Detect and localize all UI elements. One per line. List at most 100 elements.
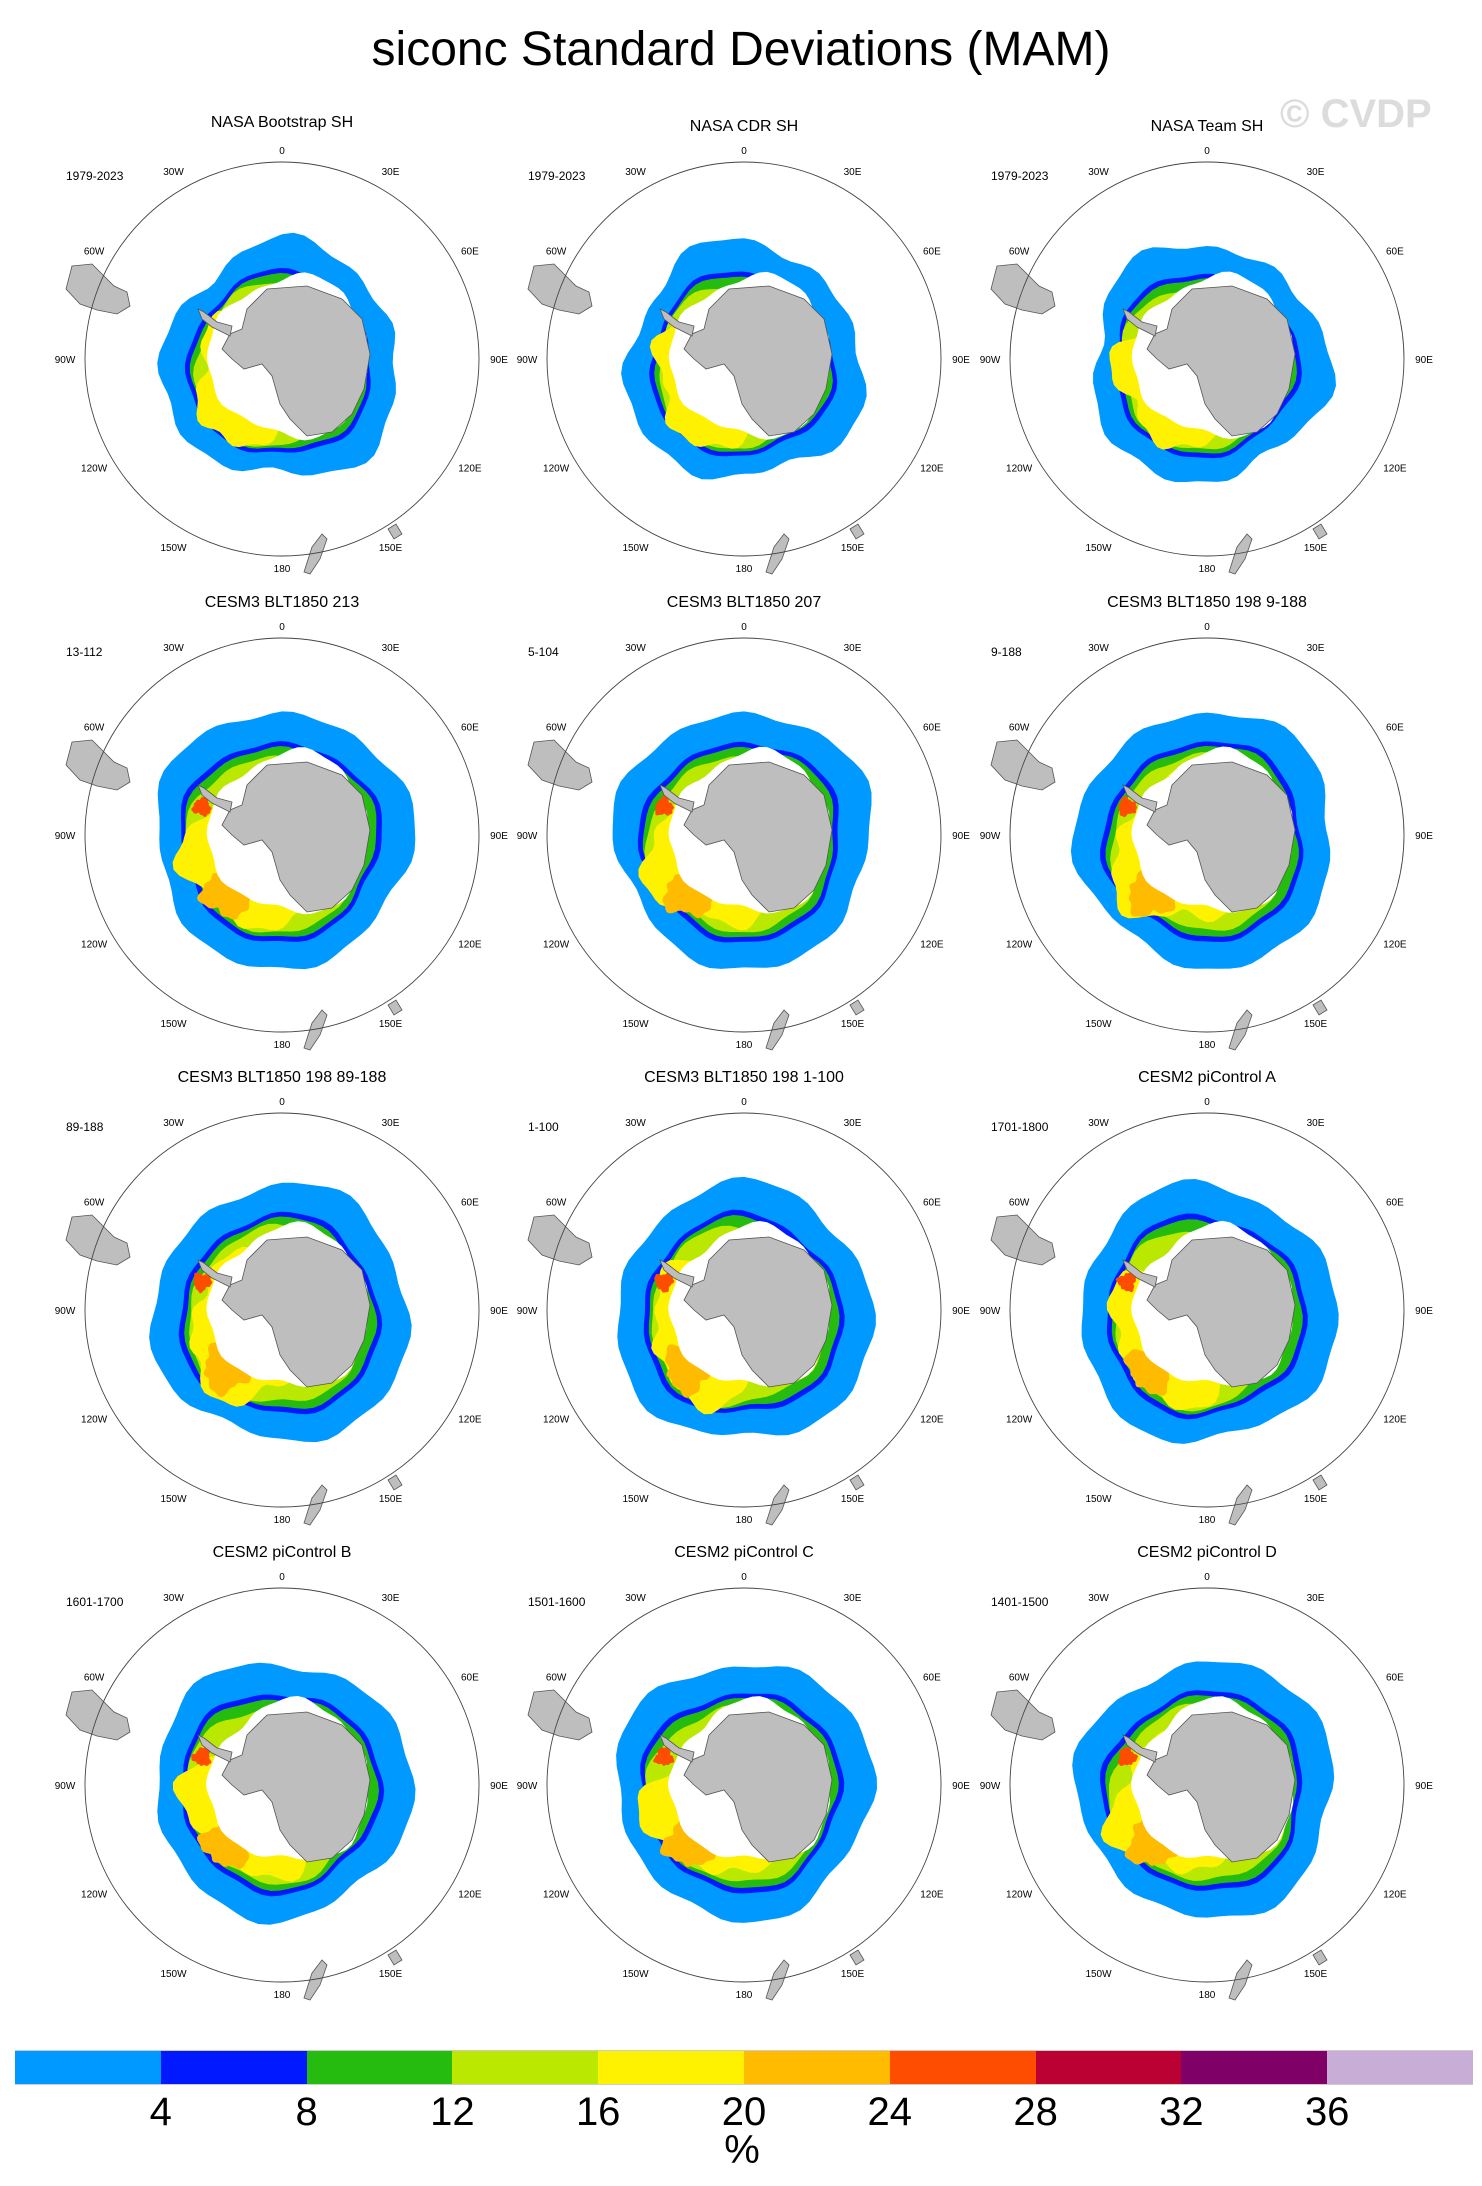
cvdp-watermark: © CVDP: [1280, 92, 1432, 136]
ice-std-28-band: [1115, 1272, 1136, 1293]
longitude-label: 150E: [1304, 1969, 1328, 1980]
longitude-label: 180: [274, 564, 291, 575]
new-zealand: [1228, 1484, 1253, 1526]
map-panel: 0 30E 60E 90E 120E 150E 180 150W 120W 90W 60W 30W NA…: [514, 114, 974, 604]
longitude-label: 150E: [841, 543, 865, 554]
longitude-label: 120E: [1383, 1890, 1407, 1901]
longitude-label: 0: [741, 1097, 747, 1108]
antarctic-peninsula: [197, 308, 233, 337]
longitude-label: 30E: [382, 643, 400, 654]
longitude-label: 60E: [461, 1673, 479, 1684]
longitude-label: 60E: [461, 247, 479, 258]
map-panel: 0 30E 60E 90E 120E 150E 180 150W 120W 90W 60W 30W CE…: [977, 590, 1437, 1080]
colorbar-tick-label: 32: [1159, 2090, 1204, 2134]
tasmania: [387, 1949, 403, 1966]
polar-map: 0 30E 60E 90E 120E 150E 180 150W 120W 90W 60W 30W: [55, 1572, 509, 2001]
longitude-label: 180: [736, 1515, 753, 1526]
longitude-label: 30W: [625, 1593, 646, 1604]
map-panel: 0 30E 60E 90E 120E 150E 180 150W 120W 90W 60W 30W NA…: [977, 114, 1437, 604]
new-zealand: [765, 533, 790, 575]
longitude-label: 150E: [379, 1969, 403, 1980]
longitude-label: 60E: [1386, 1198, 1404, 1209]
ice-std-28-band: [654, 795, 675, 816]
longitude-label: 30W: [1088, 643, 1109, 654]
antarctica-continent: [221, 1236, 371, 1388]
longitude-label: 120E: [458, 1415, 482, 1426]
colorbar-swatch: [598, 2051, 744, 2084]
panel-title: CESM3 BLT1850 213: [204, 594, 360, 611]
colorbar-swatch: [452, 2051, 599, 2084]
tasmania: [1312, 1949, 1328, 1966]
longitude-label: 0: [279, 1572, 285, 1583]
antarctic-peninsula: [659, 308, 695, 337]
longitude-label: 60W: [546, 247, 567, 258]
longitude-label: 60W: [546, 723, 567, 734]
antarctic-peninsula: [197, 784, 233, 813]
longitude-label: 0: [1204, 622, 1210, 633]
longitude-label: 90W: [55, 355, 76, 366]
longitude-label: 150E: [379, 1019, 403, 1030]
longitude-label: 150W: [622, 1019, 649, 1030]
longitude-label: 60W: [1009, 1198, 1030, 1209]
longitude-label: 0: [279, 1097, 285, 1108]
panel-title: CESM2 piControl D: [1137, 1544, 1277, 1561]
antarctic-peninsula: [197, 1259, 233, 1288]
ice-std-24-band: [1128, 862, 1179, 917]
longitude-label: 150W: [622, 1969, 649, 1980]
longitude-label: 90W: [517, 831, 538, 842]
map-boundary-circle: [84, 161, 480, 557]
longitude-label: 90E: [952, 355, 970, 366]
map-panel: 0 30E 60E 90E 120E 150E 180 150W 120W 90W 60W 30W CE…: [514, 1540, 974, 2030]
longitude-label: 30W: [625, 167, 646, 178]
longitude-label: 90W: [980, 1306, 1001, 1317]
colorbar-tick-label: 12: [430, 2090, 475, 2134]
colorbar-swatch: [743, 2051, 890, 2084]
longitude-label: 60E: [923, 1673, 941, 1684]
longitude-label: 150W: [160, 1969, 187, 1980]
longitude-label: 150W: [1085, 543, 1112, 554]
map-panel: 0 30E 60E 90E 120E 150E 180 150W 120W 90W 60W 30W CE…: [514, 590, 974, 1080]
longitude-label: 120E: [1383, 1415, 1407, 1426]
panel-period: 1501-1600: [528, 1595, 586, 1609]
longitude-label: 0: [1204, 146, 1210, 157]
panel-title: NASA Bootstrap SH: [210, 114, 354, 131]
colorbar-tick-label: 8: [295, 2090, 318, 2134]
longitude-label: 150W: [622, 543, 649, 554]
map-panel: 0 30E 60E 90E 120E 150E 180 150W 120W 90W 60W 30W CE…: [52, 1065, 512, 1555]
antarctic-peninsula: [1122, 1734, 1158, 1763]
longitude-label: 120W: [543, 1890, 570, 1901]
polar-map: 0 30E 60E 90E 120E 150E 180 150W 120W 90W 60W 30W: [517, 622, 971, 1051]
colorbar-tick-label: 20: [721, 2090, 767, 2134]
longitude-label: 150E: [841, 1969, 865, 1980]
panel-title: CESM3 BLT1850 198 1-100: [644, 1069, 844, 1086]
colorbar-tick-label: 36: [1304, 2090, 1350, 2134]
longitude-label: 60W: [546, 1673, 567, 1684]
ice-std-28-band: [653, 1746, 675, 1766]
longitude-label: 120E: [1383, 464, 1407, 475]
map-boundary-circle: [1009, 1112, 1405, 1508]
longitude-label: 60W: [1009, 723, 1030, 734]
longitude-label: 90W: [980, 355, 1001, 366]
colorbar-tick-label: 24: [867, 2090, 913, 2134]
polar-map: 0 30E 60E 90E 120E 150E 180 150W 120W 90W 60W 30W: [55, 1097, 509, 1526]
longitude-label: 180: [736, 1990, 753, 2001]
colorbar-tick-label: 28: [1013, 2090, 1058, 2134]
longitude-label: 120W: [1006, 1415, 1033, 1426]
longitude-label: 90W: [517, 1781, 538, 1792]
longitude-label: 150E: [1304, 543, 1328, 554]
polar-map: 0 30E 60E 90E 120E 150E 180 150W 120W 90W 60W 30W: [980, 1572, 1434, 2001]
map-panel: 0 30E 60E 90E 120E 150E 180 150W 120W 90W 60W 30W CE…: [977, 1065, 1437, 1555]
panel-title: CESM2 piControl B: [212, 1544, 352, 1561]
longitude-label: 60E: [461, 723, 479, 734]
longitude-label: 60E: [923, 723, 941, 734]
map-panel: 0 30E 60E 90E 120E 150E 180 150W 120W 90W 60W 30W CE…: [52, 590, 512, 1080]
longitude-label: 30W: [163, 643, 184, 654]
longitude-label: 60E: [1386, 247, 1404, 258]
longitude-label: 90W: [517, 355, 538, 366]
new-zealand: [765, 1009, 790, 1051]
longitude-label: 30E: [844, 1593, 862, 1604]
longitude-label: 60W: [84, 1198, 105, 1209]
longitude-label: 90E: [490, 1306, 508, 1317]
map-boundary-circle: [546, 1587, 942, 1983]
longitude-label: 120E: [920, 940, 944, 951]
